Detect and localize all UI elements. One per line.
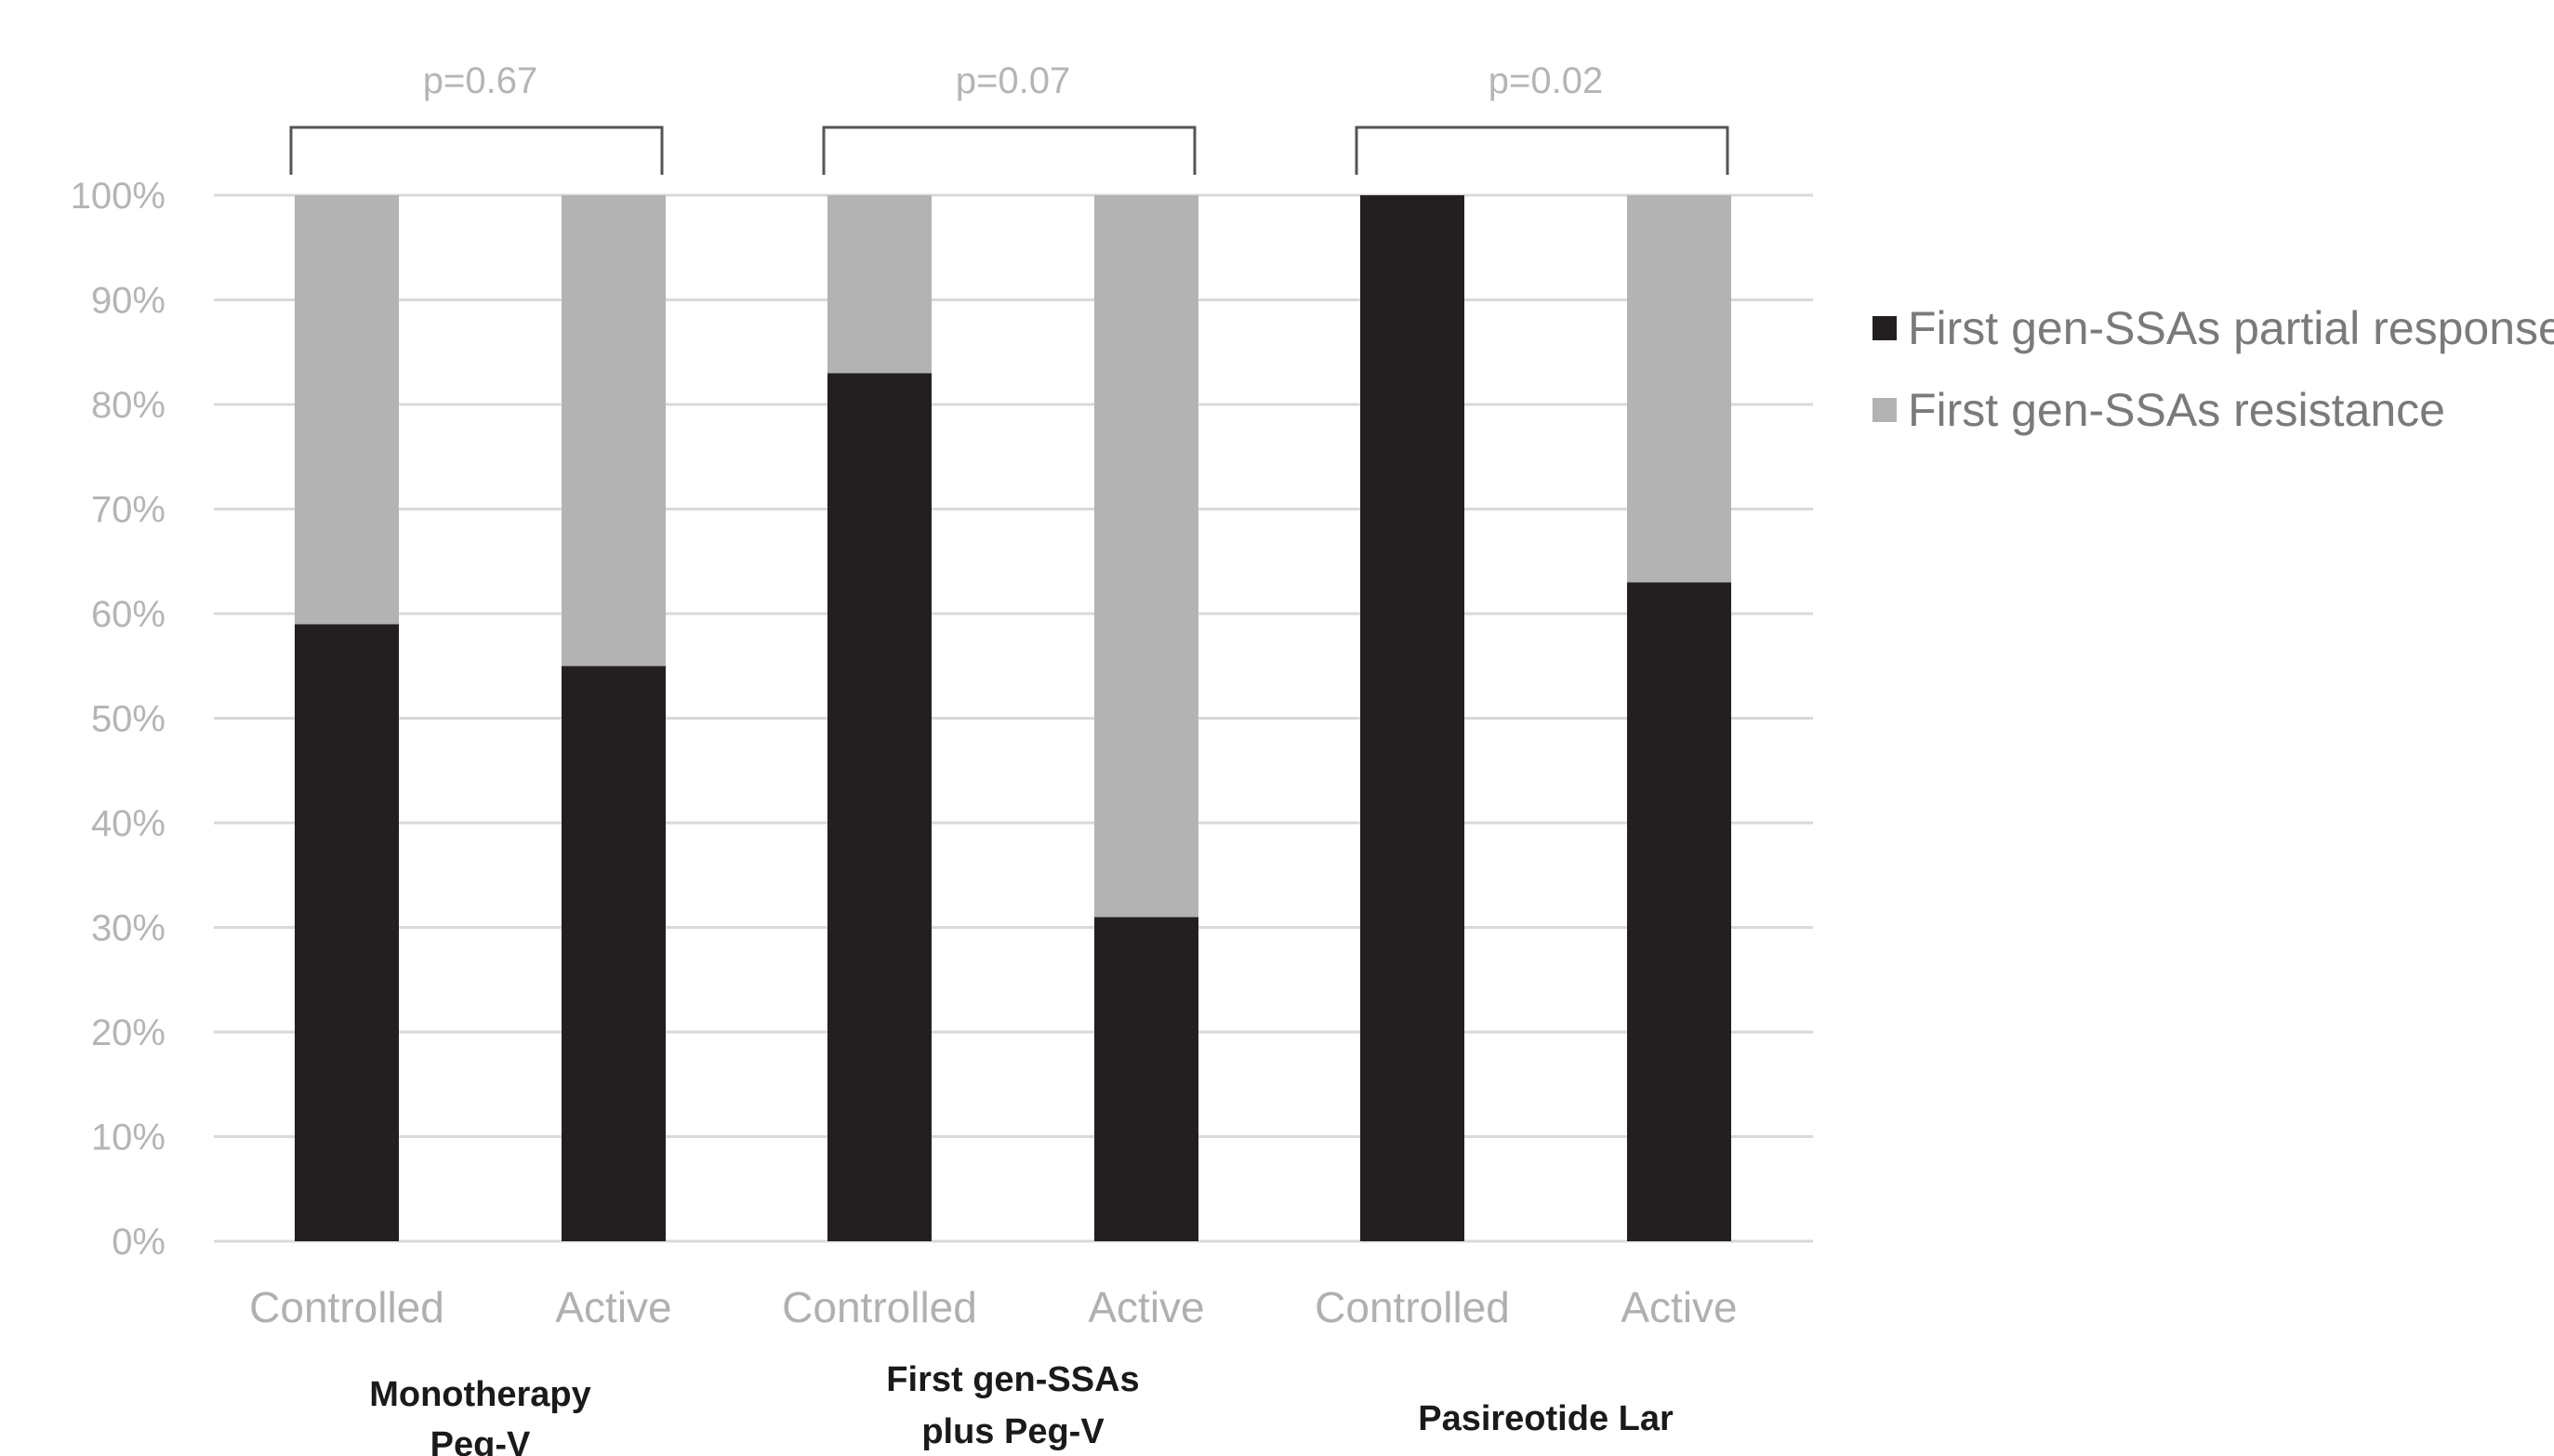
bar-segment-partial-response bbox=[1094, 917, 1198, 1241]
bar-segment-resistance bbox=[562, 195, 666, 667]
bar-segment-partial-response bbox=[1360, 195, 1464, 1241]
bar-segment-resistance bbox=[295, 195, 399, 625]
y-tick-label: 100% bbox=[71, 176, 165, 217]
bar-segment-partial-response bbox=[295, 624, 399, 1241]
significance-brackets: p=0.67 p=0.07 p=0.02 bbox=[289, 60, 1729, 175]
group-label: First gen-SSAs bbox=[886, 1360, 1139, 1399]
bar-segment-partial-response bbox=[562, 666, 666, 1241]
y-tick-label: 0% bbox=[112, 1222, 165, 1263]
group-label: Monotherapy bbox=[369, 1375, 591, 1414]
bar-segment-resistance bbox=[827, 195, 932, 374]
bar-segment-resistance bbox=[1627, 195, 1731, 583]
bar-segment-resistance bbox=[1094, 195, 1198, 918]
gridlines bbox=[214, 193, 1813, 1243]
legend-label: First gen-SSAs partial response bbox=[1908, 302, 2554, 354]
bar-segment-partial-response bbox=[1627, 582, 1731, 1241]
y-tick-label: 50% bbox=[91, 699, 165, 740]
y-tick-label: 70% bbox=[91, 490, 165, 531]
group-label: Pasireotide Lar bbox=[1418, 1399, 1674, 1438]
y-tick-label: 40% bbox=[91, 803, 165, 844]
legend-label: First gen-SSAs resistance bbox=[1908, 384, 2445, 436]
y-tick-label: 30% bbox=[91, 908, 165, 949]
x-category-label: Active bbox=[1621, 1283, 1737, 1331]
bar-segment-partial-response bbox=[827, 373, 932, 1241]
x-category-label: Active bbox=[1088, 1283, 1204, 1331]
significance-bracket bbox=[289, 126, 664, 175]
p-value-label: p=0.07 bbox=[956, 60, 1070, 101]
x-category-label: Controlled bbox=[1315, 1283, 1510, 1331]
legend-swatch bbox=[1872, 398, 1897, 422]
y-axis-ticks: 0% 10% 20% 30% 40% 50% 60% 70% 80% 90% 100% bbox=[71, 176, 165, 1263]
y-tick-label: 90% bbox=[91, 281, 165, 322]
p-value-label: p=0.02 bbox=[1489, 60, 1603, 101]
y-tick-label: 10% bbox=[91, 1118, 165, 1158]
y-tick-label: 80% bbox=[91, 385, 165, 426]
significance-bracket bbox=[822, 126, 1197, 175]
bars bbox=[295, 195, 1731, 1241]
x-category-label: Controlled bbox=[249, 1283, 444, 1331]
y-tick-label: 20% bbox=[91, 1013, 165, 1053]
legend-swatch bbox=[1872, 316, 1897, 340]
x-category-label: Active bbox=[555, 1283, 671, 1331]
x-axis-category-labels: Controlled Active Controlled Active Controll… bbox=[249, 1283, 1737, 1331]
y-tick-label: 60% bbox=[91, 594, 165, 635]
group-labels: Monotherapy Peg-V First gen-SSAs plus Peg-V… bbox=[369, 1360, 1674, 1456]
legend: First gen-SSAs partial response First gen… bbox=[1872, 302, 2554, 436]
significance-bracket bbox=[1355, 126, 1729, 175]
group-label: Peg-V bbox=[430, 1425, 531, 1456]
p-value-label: p=0.67 bbox=[423, 60, 537, 101]
x-category-label: Controlled bbox=[782, 1283, 977, 1331]
group-label: plus Peg-V bbox=[921, 1412, 1105, 1451]
